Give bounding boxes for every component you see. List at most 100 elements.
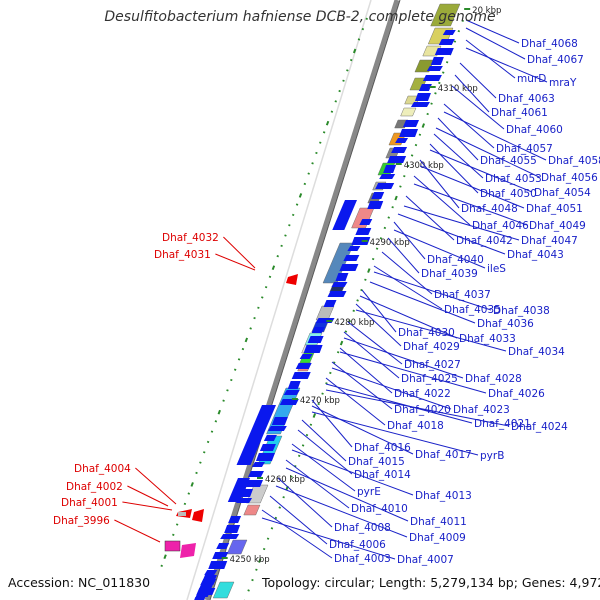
- forward-gene-arrow: [247, 471, 264, 477]
- gc-content-dot: [297, 454, 301, 457]
- gene-leader-line: [261, 517, 396, 560]
- forward-gene-arrow: [299, 354, 313, 359]
- gene-label-dhaf_4027: Dhaf_4027: [404, 359, 461, 371]
- gene-label-dhaf_4053: Dhaf_4053: [485, 173, 542, 185]
- forward-gene-arrow: [391, 147, 408, 153]
- gc-content-dot: [352, 309, 355, 312]
- gc-skew-dot: [268, 275, 272, 278]
- forward-gene-arrow: [283, 390, 300, 395]
- gene-label-dhaf_4022: Dhaf_4022: [394, 388, 451, 400]
- reverse-gene-block: [178, 512, 186, 516]
- gene-label-dhaf_4038: Dhaf_4038: [493, 305, 550, 317]
- forward-gene-arrow: [383, 165, 397, 173]
- forward-gene-block: [332, 200, 357, 230]
- gc-content-dot: [360, 288, 363, 292]
- gene-leader-line: [393, 229, 486, 269]
- gene-feature-block: [212, 581, 235, 599]
- gc-content-dot: [367, 268, 371, 273]
- forward-gene-arrow: [395, 138, 409, 143]
- forward-gene-arrow: [331, 282, 348, 287]
- gene-label-dhaf_4056: Dhaf_4056: [541, 172, 598, 184]
- gene-label-iles: ileS: [487, 263, 506, 275]
- gc-content-dot: [399, 185, 402, 188]
- gc-skew-dot: [210, 430, 214, 433]
- gc-skew-dot: [334, 100, 337, 103]
- forward-gene-arrow: [347, 246, 361, 251]
- gc-skew-dot: [244, 337, 249, 343]
- gene-label-dhaf_4031: Dhaf_4031: [154, 249, 211, 261]
- gene-label-dhaf_4055: Dhaf_4055: [480, 155, 537, 167]
- gc-content-dot: [434, 92, 437, 95]
- gene-feature-block: [226, 539, 248, 555]
- gene-leader-line: [122, 501, 173, 511]
- gc-skew-dot: [163, 554, 167, 560]
- gc-content-dot: [430, 102, 433, 105]
- gene-leader-line: [301, 419, 347, 462]
- gc-content-dot: [258, 558, 262, 563]
- gene-leader-line: [311, 399, 353, 448]
- forward-gene-arrow: [271, 417, 288, 425]
- gene-leader-line: [223, 236, 256, 269]
- gene-leader-line: [277, 477, 333, 528]
- forward-gene-arrow: [259, 444, 276, 451]
- gene-label-dhaf_4026: Dhaf_4026: [488, 388, 545, 400]
- gene-leader-line: [419, 159, 460, 209]
- gc-skew-dot: [190, 482, 194, 487]
- gc-content-dot: [414, 143, 418, 147]
- forward-gene-arrow: [208, 561, 228, 569]
- ruler-label: 4260 kbp: [265, 475, 305, 485]
- gene-leader-line: [373, 265, 443, 310]
- gene-leader-line: [443, 111, 547, 161]
- gene-label-dhaf_4036: Dhaf_4036: [477, 318, 534, 330]
- outer-ring-line: [186, 0, 372, 600]
- forward-gene-block: [195, 575, 217, 597]
- gc-skew-dot: [276, 255, 279, 258]
- gene-label-dhaf_4009: Dhaf_4009: [409, 532, 466, 544]
- gene-label-dhaf_4043: Dhaf_4043: [507, 249, 564, 261]
- gene-label-dhaf_4016: Dhaf_4016: [354, 442, 411, 454]
- forward-gene-arrow: [204, 570, 218, 575]
- gene-leader-line: [397, 213, 506, 255]
- gc-skew-dot: [342, 79, 345, 82]
- gene-leader-line: [325, 389, 510, 427]
- gc-content-dot: [270, 527, 274, 530]
- gc-skew-dot: [315, 151, 318, 155]
- gene-label-dhaf_4006: Dhaf_4006: [329, 539, 386, 551]
- gc-content-dot: [445, 61, 449, 64]
- gene-leader-line: [355, 303, 402, 347]
- gene-label-dhaf_4050: Dhaf_4050: [480, 188, 537, 200]
- gene-leader-line: [269, 495, 328, 545]
- ruler-label: 4270 kbp: [300, 396, 340, 406]
- gene-label-dhaf_4001: Dhaf_4001: [61, 497, 118, 509]
- gene-leader-line: [454, 74, 490, 113]
- gc-skew-dot: [303, 182, 307, 186]
- forward-gene-arrow: [414, 93, 431, 101]
- ruler-label: 20 kbp: [472, 6, 501, 16]
- gene-label-dhaf_4025: Dhaf_4025: [401, 373, 458, 385]
- gc-skew-dot: [280, 244, 283, 248]
- gc-content-dot: [344, 330, 348, 333]
- forward-gene-arrow: [379, 174, 396, 179]
- gc-content-dot: [321, 392, 324, 395]
- gene-leader-line: [413, 175, 471, 226]
- gene-label-dhaf_4042: Dhaf_4042: [456, 235, 513, 247]
- forward-gene-arrow: [387, 156, 407, 163]
- forward-gene-block: [227, 478, 251, 502]
- forward-gene-arrow: [351, 237, 371, 245]
- gene-label-dhaf_4034: Dhaf_4034: [508, 346, 565, 358]
- gene-leader-line: [215, 253, 256, 271]
- forward-gene-arrow: [255, 453, 275, 461]
- ruler-label: 4280 kbp: [334, 318, 374, 328]
- forward-gene-arrow: [399, 129, 419, 137]
- gc-skew-dot: [295, 203, 299, 206]
- forward-gene-arrow: [291, 372, 311, 379]
- gc-skew-dot: [199, 461, 202, 464]
- gc-content-dot: [364, 278, 367, 281]
- forward-gene-arrow: [434, 48, 454, 55]
- gc-skew-dot: [230, 378, 233, 382]
- forward-gene-arrow: [403, 120, 420, 127]
- gc-content-dot: [312, 413, 317, 418]
- gc-content-dot: [266, 537, 270, 540]
- gc-content-dot: [348, 320, 352, 323]
- gc-skew-dot: [338, 89, 341, 93]
